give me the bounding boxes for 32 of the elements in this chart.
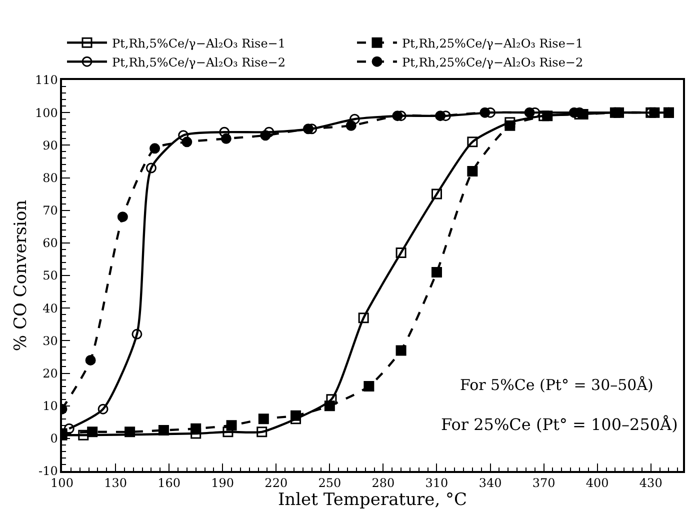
y-tick-label: 90 (42, 138, 58, 152)
x-tick-label: 280 (372, 476, 395, 490)
y-tick-label: 100 (34, 106, 58, 120)
y-tick-label: 0 (50, 432, 58, 446)
y-tick-label: 30 (42, 334, 58, 348)
x-tick-label: 250 (318, 476, 342, 490)
annotation: For 5%Ce (Pt° = 30–50Å) (460, 376, 654, 394)
y-tick-label: 50 (42, 268, 58, 283)
x-axis-title: Inlet Temperature, °C (278, 490, 468, 510)
x-tick-label: 340 (478, 476, 502, 490)
x-tick-label: 430 (639, 476, 662, 490)
y-tick-label: 110 (34, 73, 58, 88)
x-tick-label: 310 (425, 476, 448, 490)
y-tick-label: 70 (42, 204, 58, 218)
y-tick-label: 40 (42, 301, 58, 316)
legend-label: Pt,Rh,5%Ce/γ−Al₂O₃ Rise−1 (112, 36, 286, 50)
x-tick-label: 370 (532, 476, 556, 490)
legend-label: Pt,Rh,25%Ce/γ−Al₂O₃ Rise−2 (402, 55, 584, 70)
x-tick-label: 130 (104, 476, 127, 490)
legend-label: Pt,Rh,5%Ce/γ−Al₂O₃ Rise−2 (112, 55, 286, 70)
y-tick-label: 20 (42, 366, 58, 380)
legend-label: Pt,Rh,25%Ce/γ−Al₂O₃ Rise−1 (402, 36, 584, 50)
x-tick-label: 220 (264, 476, 288, 490)
x-tick-label: 160 (158, 476, 181, 490)
y-tick-label: 10 (42, 399, 58, 414)
annotation: For 25%Ce (Pt° = 100–250Å) (441, 415, 678, 434)
y-tick-label: -10 (38, 464, 58, 478)
y-axis-title: % CO Conversion (10, 200, 31, 352)
x-tick-label: 190 (211, 476, 234, 490)
y-tick-label: 80 (42, 170, 58, 185)
x-tick-label: 400 (586, 476, 609, 490)
y-tick-label: 60 (42, 236, 58, 250)
